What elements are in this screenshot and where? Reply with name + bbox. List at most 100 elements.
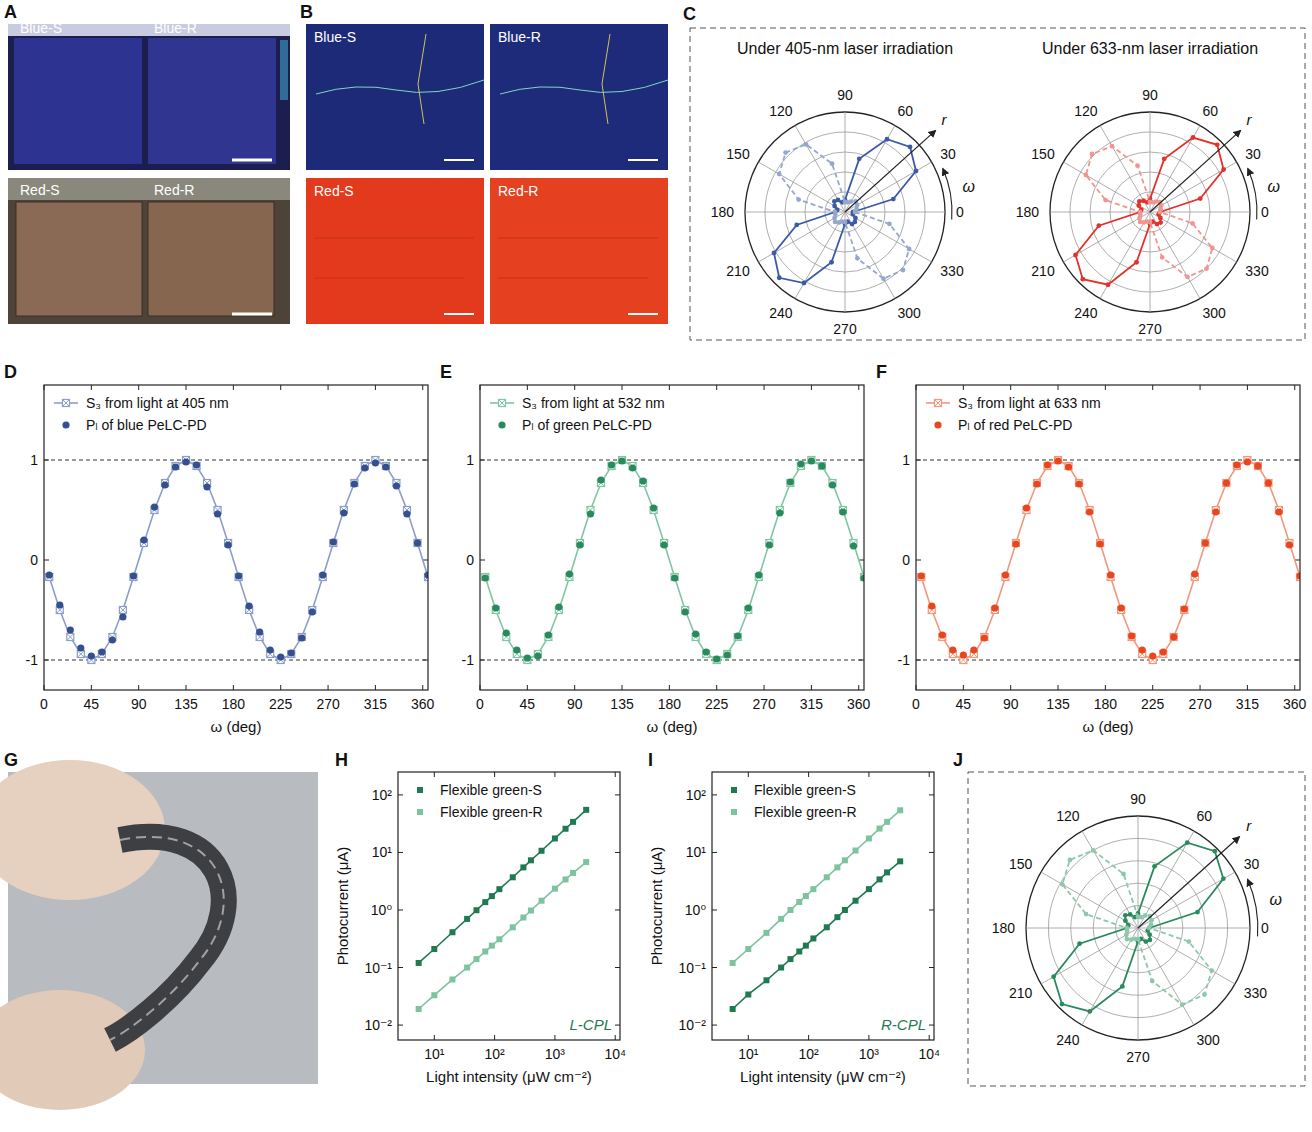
marker [830, 161, 835, 166]
radial-axis-arrow [1138, 837, 1240, 928]
panel-letter: B [300, 2, 313, 22]
series-line [1076, 138, 1224, 285]
x-tick [91, 385, 92, 390]
angle-tick-label: 30 [940, 146, 956, 162]
angle-tick-label: 90 [837, 87, 853, 103]
reference-line [480, 660, 864, 661]
crack [418, 34, 426, 124]
photo-label: Blue-S [314, 29, 356, 45]
x-tick [1105, 385, 1106, 390]
marker [839, 508, 846, 515]
marker [534, 652, 541, 659]
marker [639, 477, 646, 484]
x-tick [1010, 385, 1011, 390]
marker-cross [499, 400, 506, 407]
series-line [419, 862, 587, 1009]
marker [449, 929, 455, 935]
marker-cross [1254, 463, 1261, 470]
plot-frame [480, 385, 864, 690]
x-tick [808, 1035, 809, 1040]
scale-bar [628, 313, 658, 315]
marker [745, 604, 752, 611]
x-tick [748, 1035, 749, 1040]
y-tick [916, 560, 921, 561]
marker [991, 604, 998, 611]
x-tick [929, 772, 930, 777]
marker [1215, 142, 1220, 147]
series-line [774, 139, 916, 283]
angular-grid [1063, 162, 1150, 212]
marker [763, 977, 769, 983]
marker [56, 601, 63, 608]
annotation: L-CPL [569, 1016, 612, 1033]
plot-data [730, 807, 904, 1012]
marker [528, 907, 534, 913]
x-tick-label: 360 [847, 696, 871, 712]
marker [496, 886, 502, 892]
marker [539, 848, 545, 854]
marker [563, 826, 569, 832]
marker [1160, 255, 1165, 260]
x-tick [764, 385, 765, 390]
radial-grid [745, 112, 945, 312]
angle-tick-label: 120 [769, 103, 793, 119]
finger [0, 990, 145, 1110]
marker [1198, 196, 1203, 201]
x-tick [963, 385, 964, 390]
marker [949, 646, 956, 653]
x-tick-label: 135 [610, 696, 634, 712]
x-tick [858, 385, 859, 390]
marker [1190, 221, 1195, 226]
angle-tick-label: 270 [1126, 1049, 1150, 1065]
angle-tick-label: 300 [898, 305, 922, 321]
x-axis-title: ω (deg) [1083, 718, 1134, 735]
legend-label: S₃ from light at 405 nm [86, 395, 229, 411]
marker [1210, 246, 1215, 251]
marker [796, 197, 801, 202]
y-tick [615, 852, 620, 853]
marker [881, 276, 886, 281]
marker [403, 510, 410, 517]
marker [834, 864, 840, 870]
scale-bar [628, 159, 658, 161]
marker [1221, 876, 1226, 881]
x-tick-label: 0 [476, 696, 484, 712]
x-tick [138, 385, 139, 390]
marker [1212, 508, 1219, 515]
marker [866, 886, 872, 892]
marker [416, 1006, 422, 1012]
marker [489, 943, 495, 949]
film [16, 202, 142, 316]
marker [843, 220, 848, 225]
legend-label: S₃ from light at 633 nm [958, 395, 1101, 411]
plot-data [918, 457, 1300, 664]
angle-tick-label: 0 [1261, 920, 1269, 936]
x-tick [527, 385, 528, 390]
micrograph [490, 178, 668, 324]
photo-label: Blue-R [498, 29, 541, 45]
x-tick [375, 685, 376, 690]
series-line [1086, 146, 1212, 277]
legend-entry: Pₗ of green PeLC-PD [498, 417, 652, 433]
x-tick [1294, 385, 1295, 390]
marker [928, 602, 935, 609]
marker [891, 197, 896, 202]
marker [288, 649, 295, 656]
marker [981, 634, 988, 641]
marker [777, 275, 782, 280]
marker [67, 626, 74, 633]
panel-letter: A [4, 2, 17, 22]
angular-grid [1026, 928, 1138, 929]
x-tick [1010, 685, 1011, 690]
figure: ABlue-SBlue-RRed-SRed-RBBlue-SBlue-RRed-… [0, 0, 1312, 1132]
marker [787, 478, 794, 485]
marker [787, 956, 793, 962]
marker [203, 483, 210, 490]
y-tick [480, 560, 485, 561]
marker [583, 807, 589, 813]
angle-tick-label: 180 [992, 920, 1016, 936]
marker [745, 991, 751, 997]
marker [496, 936, 502, 942]
angular-axis-arrow [1247, 879, 1257, 936]
marker [783, 150, 788, 155]
